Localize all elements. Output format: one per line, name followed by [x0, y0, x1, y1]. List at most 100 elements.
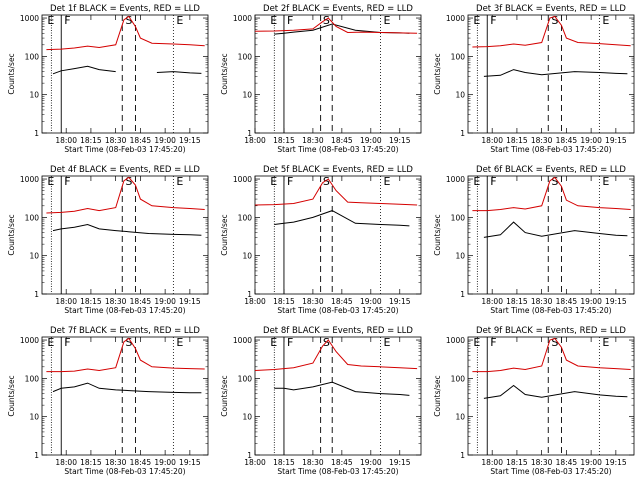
y-tick-label: 1: [34, 451, 39, 460]
x-tick-label: 19:15: [389, 136, 411, 145]
y-tick-label: 1: [460, 451, 465, 460]
x-tick-label: 18:30: [302, 297, 324, 306]
marker-label: S: [551, 336, 558, 349]
x-axis-label: Start Time (08-Feb-03 17:45:20): [490, 467, 611, 476]
panel-title: Det 4f BLACK = Events, RED = LLD: [50, 165, 200, 175]
y-tick-label: 1000: [446, 336, 465, 345]
marker-label: S: [551, 175, 558, 188]
x-tick-label: 18:45: [331, 136, 353, 145]
series-line-events: [274, 381, 410, 396]
x-tick-label: 19:00: [154, 136, 176, 145]
plot-frame: [41, 175, 209, 295]
y-tick-label: 1: [34, 290, 39, 299]
y-tick-label: 100: [451, 213, 466, 222]
y-tick-label: 10: [242, 413, 252, 422]
marker-label: S: [323, 14, 330, 27]
x-tick-label: 19:15: [605, 458, 627, 467]
y-tick-label: 100: [238, 213, 253, 222]
x-axis-label: Start Time (08-Feb-03 17:45:20): [64, 145, 185, 154]
panel-title: Det 9f BLACK = Events, RED = LLD: [476, 326, 626, 336]
plot-frame: [41, 14, 209, 134]
y-axis-label: Counts/sec: [220, 53, 229, 94]
marker-label: F: [287, 175, 293, 188]
series-line-lld: [254, 17, 418, 34]
x-tick-label: 18:45: [130, 458, 152, 467]
panel-det-1: Det 1f BLACK = Events, RED = LLD 1 10 100 10…: [7, 4, 209, 154]
y-tick-label: 100: [25, 213, 40, 222]
y-tick-label: 1: [247, 451, 252, 460]
panel-title: Det 8f BLACK = Events, RED = LLD: [263, 326, 413, 336]
marker-label: F: [490, 14, 496, 27]
series-line-lld: [472, 337, 631, 373]
x-tick-label: 18:45: [130, 136, 152, 145]
panel-det-4: Det 4f BLACK = Events, RED = LLD 1 10 100 10…: [7, 165, 209, 315]
marker-label: S: [551, 14, 558, 27]
marker-label: E: [602, 336, 609, 349]
y-tick-label: 100: [451, 52, 466, 61]
x-tick-label: 18:15: [506, 136, 528, 145]
plot-frame: [467, 336, 635, 456]
series-line-events: [52, 223, 202, 236]
x-axis-label: Start Time (08-Feb-03 17:45:20): [277, 145, 398, 154]
y-tick-label: 100: [25, 52, 40, 61]
x-tick-label: 18:00: [244, 136, 266, 145]
series-line-lld: [472, 15, 631, 48]
x-tick-label: 18:30: [302, 136, 324, 145]
x-axis-label: Start Time (08-Feb-03 17:45:20): [277, 306, 398, 315]
y-tick-label: 10: [455, 91, 465, 100]
marker-label: F: [490, 175, 496, 188]
x-tick-label: 19:00: [360, 297, 382, 306]
panel-det-9: Det 9f BLACK = Events, RED = LLD 1 10 100 10…: [433, 326, 635, 476]
x-tick-label: 18:15: [80, 458, 102, 467]
y-axis-label: Counts/sec: [433, 214, 442, 255]
marker-label: E: [176, 175, 183, 188]
y-axis-label: Counts/sec: [220, 375, 229, 416]
marker-label: E: [473, 336, 480, 349]
y-axis-label: Counts/sec: [7, 53, 16, 94]
y-tick-label: 1000: [233, 336, 252, 345]
y-axis-label: Counts/sec: [220, 214, 229, 255]
marker-label: S: [125, 14, 132, 27]
panel-det-2: Det 2f BLACK = Events, RED = LLD 1 10 100 10…: [220, 4, 422, 154]
series-line-lld: [46, 15, 205, 51]
marker-label: E: [47, 14, 54, 27]
marker-label: E: [383, 175, 390, 188]
y-tick-label: 1000: [446, 175, 465, 184]
series-line-events: [483, 221, 628, 238]
y-tick-label: 1: [247, 290, 252, 299]
panel-det-3: Det 3f BLACK = Events, RED = LLD 1 10 100 10…: [433, 4, 635, 154]
x-tick-label: 18:45: [556, 297, 578, 306]
y-tick-label: 1: [460, 290, 465, 299]
panel-title: Det 3f BLACK = Events, RED = LLD: [476, 4, 626, 14]
x-tick-label: 19:15: [179, 297, 201, 306]
y-tick-label: 100: [238, 374, 253, 383]
panel-title: Det 7f BLACK = Events, RED = LLD: [50, 326, 200, 336]
marker-label: S: [125, 336, 132, 349]
x-axis-label: Start Time (08-Feb-03 17:45:20): [277, 467, 398, 476]
x-tick-label: 18:15: [80, 136, 102, 145]
x-tick-label: 18:00: [55, 297, 77, 306]
y-tick-label: 100: [25, 374, 40, 383]
x-tick-label: 18:30: [105, 136, 127, 145]
y-tick-label: 10: [455, 252, 465, 261]
panel-det-7: Det 7f BLACK = Events, RED = LLD 1 10 100 10…: [7, 326, 209, 476]
x-tick-label: 19:15: [179, 136, 201, 145]
y-tick-label: 100: [451, 374, 466, 383]
y-axis-label: Counts/sec: [433, 375, 442, 416]
x-tick-label: 18:00: [55, 458, 77, 467]
marker-label: E: [602, 175, 609, 188]
panel-title: Det 1f BLACK = Events, RED = LLD: [50, 4, 200, 14]
y-tick-label: 10: [455, 413, 465, 422]
marker-label: E: [602, 14, 609, 27]
series-line-lld: [472, 176, 631, 212]
y-tick-label: 1000: [446, 14, 465, 23]
series-line-events: [483, 384, 628, 399]
panel-det-6: Det 6f BLACK = Events, RED = LLD 1 10 100 10…: [433, 165, 635, 315]
x-tick-label: 18:30: [105, 297, 127, 306]
y-tick-label: 1: [247, 129, 252, 138]
marker-label: S: [125, 175, 132, 188]
y-tick-label: 1000: [233, 14, 252, 23]
plot-frame: [254, 336, 422, 456]
y-tick-label: 100: [238, 52, 253, 61]
